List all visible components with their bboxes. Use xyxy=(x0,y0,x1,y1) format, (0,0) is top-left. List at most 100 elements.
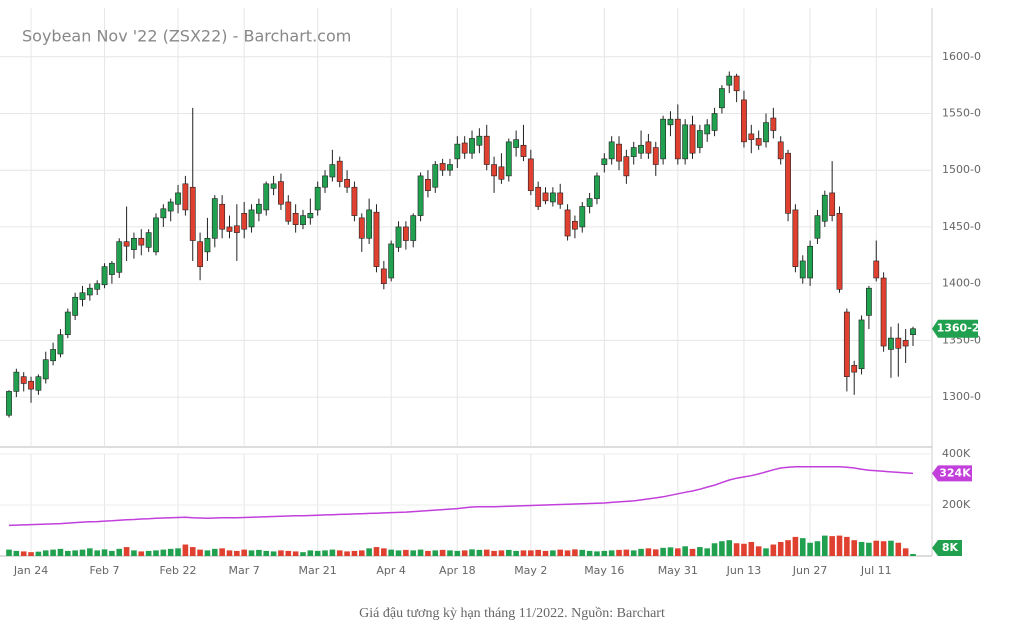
candle-body xyxy=(689,124,696,154)
volume-bar xyxy=(20,551,27,556)
candle-body xyxy=(447,164,453,171)
x-tick-label: May 2 xyxy=(514,564,547,577)
candle-body xyxy=(638,144,644,154)
volume-bar xyxy=(836,535,843,556)
volume-bar xyxy=(6,549,12,556)
volume-bar xyxy=(895,542,902,556)
volume-bar xyxy=(469,549,475,556)
y-tick-label: 1450-0 xyxy=(942,220,981,233)
volume-bar xyxy=(557,549,564,556)
candle-body xyxy=(807,245,814,279)
candle-body xyxy=(630,147,637,157)
candle-body xyxy=(358,217,365,239)
candle-body xyxy=(116,241,123,273)
candle-body xyxy=(439,163,446,171)
candle-body xyxy=(498,166,505,180)
candle-body xyxy=(469,138,475,154)
candle-body xyxy=(542,192,549,202)
volume-bar xyxy=(880,541,887,556)
candle-body xyxy=(197,241,203,267)
y-tick-label: 1300-0 xyxy=(942,390,981,403)
volume-bar xyxy=(204,550,211,556)
candle-body xyxy=(211,198,218,239)
candle-body xyxy=(843,311,850,377)
candle-body xyxy=(20,376,27,384)
candle-body xyxy=(572,220,578,230)
candle-body xyxy=(6,391,12,416)
candle-body xyxy=(64,311,71,335)
volume-bar xyxy=(652,549,659,556)
candle-body xyxy=(292,213,299,225)
volume-bar xyxy=(697,547,703,556)
candle-body xyxy=(527,158,534,191)
volume-bar xyxy=(594,551,600,556)
candle-body xyxy=(101,266,108,286)
volume-bar xyxy=(505,549,512,556)
candle-body xyxy=(733,75,740,92)
volume-bar xyxy=(381,548,387,556)
candle-body xyxy=(880,277,887,347)
candle-body xyxy=(792,209,799,267)
candle-body xyxy=(726,75,733,86)
candle-body xyxy=(476,135,483,146)
candle-body xyxy=(873,260,880,279)
volume-bar xyxy=(72,550,78,556)
candle-body xyxy=(219,203,226,230)
candle-body xyxy=(50,349,56,362)
candle-body xyxy=(278,181,284,205)
volume-bar xyxy=(675,548,681,556)
volume-bar xyxy=(270,551,277,556)
y-tick-label: 200K xyxy=(942,498,971,511)
volume-bar xyxy=(403,549,409,556)
last-price-badge xyxy=(932,319,978,338)
volume-bar xyxy=(704,548,711,556)
volume-bar xyxy=(807,542,813,556)
y-tick-label: 1600-0 xyxy=(942,50,981,63)
volume-bar xyxy=(109,550,115,556)
volume-bar xyxy=(498,550,505,556)
volume-bar xyxy=(79,549,86,556)
candle-body xyxy=(263,183,270,211)
volume-bar xyxy=(491,550,497,556)
volume-bar xyxy=(94,550,100,556)
candle-body xyxy=(13,371,20,392)
candle-body xyxy=(594,175,600,199)
volume-bar xyxy=(638,548,644,556)
candle-body xyxy=(652,147,659,165)
y-tick-label: 1500-0 xyxy=(942,163,981,176)
candle-body xyxy=(153,217,159,253)
candle-body xyxy=(35,376,42,391)
volume-bar xyxy=(550,550,556,556)
candle-body xyxy=(682,124,689,160)
candle-body xyxy=(373,211,380,267)
volume-bar xyxy=(351,550,358,556)
volume-bar xyxy=(888,540,894,556)
volume-bar xyxy=(520,550,527,556)
volume-bar xyxy=(748,541,755,556)
volume-bar xyxy=(851,540,858,556)
candle-body xyxy=(836,213,843,290)
candle-body xyxy=(226,226,233,232)
candle-body xyxy=(138,237,145,246)
candle-body xyxy=(623,156,630,177)
volume-bar xyxy=(616,549,622,556)
volume-bar xyxy=(564,550,571,556)
volume-bar xyxy=(241,549,247,556)
volume-bar xyxy=(234,550,240,556)
volume-bar xyxy=(623,549,630,556)
candle-body xyxy=(667,118,674,126)
volume-bar xyxy=(123,547,130,556)
volume-bar xyxy=(87,548,93,556)
candle-body xyxy=(233,225,240,233)
volume-bar xyxy=(57,548,64,556)
volume-bar xyxy=(608,550,615,556)
x-tick-label: May 16 xyxy=(584,564,624,577)
candle-body xyxy=(557,192,564,205)
candle-body xyxy=(674,118,681,160)
volume-bar xyxy=(763,548,769,556)
volume-bar xyxy=(388,549,394,556)
x-tick-label: Mar 7 xyxy=(229,564,260,577)
candle-body xyxy=(329,164,336,178)
volume-bar xyxy=(300,552,306,556)
